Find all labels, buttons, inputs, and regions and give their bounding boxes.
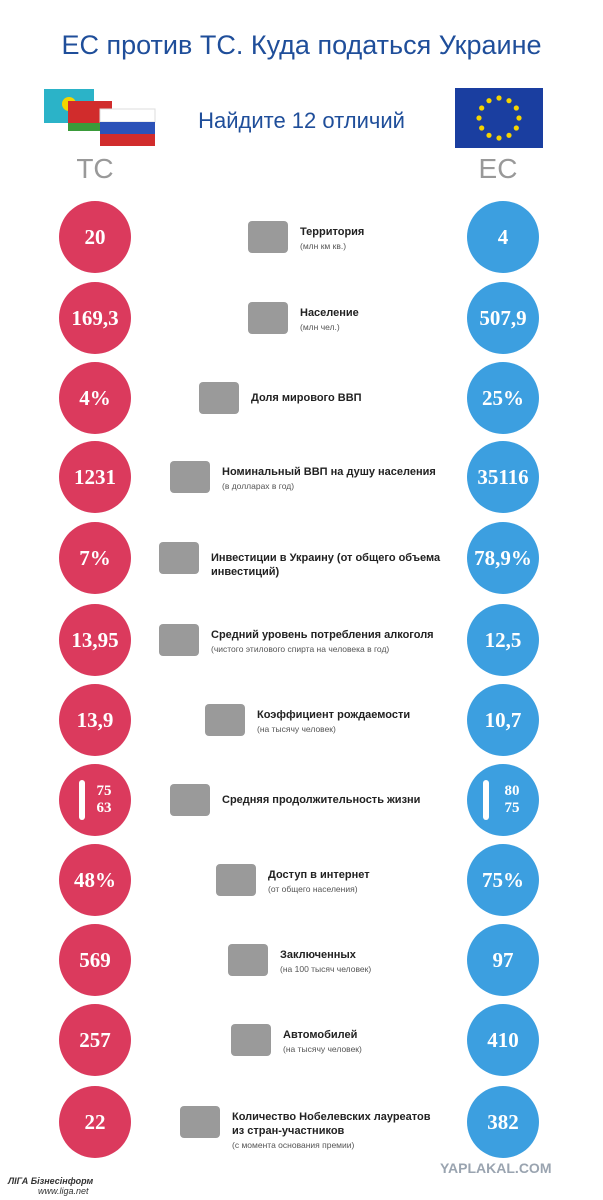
row-icon [205,704,245,736]
ts-value: 22 [59,1086,131,1158]
row-label: Инвестиции в Украину (от общего объема и… [211,552,441,578]
row-text: Номинальный ВВП на душу населения (в долл… [222,465,442,491]
ts-value: 13,9 [59,684,131,756]
row-label: Номинальный ВВП на душу населения [222,466,436,478]
row-text: Средняя продолжительность жизни [222,793,442,807]
female-value: 80 [504,783,520,799]
row-note: (на 100 тысяч человек) [280,964,372,974]
row-icon [159,542,199,574]
row-icon [231,1024,271,1056]
row-icon [180,1106,220,1138]
ts-value: 7% [59,522,131,594]
row-icon [216,864,256,896]
es-value: 4 [467,201,539,273]
row-icon [248,221,288,253]
row-note: (млн км кв.) [300,241,347,251]
source-url: www.liga.net [38,1186,89,1196]
row-text: Заключенных (на 100 тысяч человек) [280,948,460,974]
row-icon [159,624,199,656]
ts-value: 20 [59,201,131,273]
row-icon [248,302,288,334]
es-value: 382 [467,1086,539,1158]
row-text: Инвестиции в Украину (от общего объема и… [211,551,451,579]
watermark: YAPLAKAL.COM [440,1160,552,1176]
row-text: Население (млн чел.) [300,306,450,332]
row-label: Автомобилей [283,1029,358,1041]
es-value: 410 [467,1004,539,1076]
subtitle: Найдите 12 отличий [198,108,405,133]
row-note: (в долларах в год) [222,481,295,491]
life-values: 75 63 [97,783,112,817]
female-value: 75 [96,783,112,799]
row-icon [228,944,268,976]
person-icon [79,780,85,820]
row-icon [170,784,210,816]
row-note: (млн чел.) [300,322,340,332]
row-label: Коэффициент рождаемости [257,709,411,721]
row-label: Доля мирового ВВП [251,392,362,404]
ts-flags [44,89,156,146]
es-value: 80 75 [467,764,539,836]
es-value: 25% [467,362,539,434]
row-text: Коэффициент рождаемости (на тысячу челове… [257,708,457,734]
row-text: Территория (млн км кв.) [300,225,450,251]
es-value: 35116 [467,441,539,513]
row-note: (на тысячу человек) [257,724,336,734]
ts-value: 4% [59,362,131,434]
life-values: 80 75 [505,783,520,817]
row-text: Доступ в интернет (от общего населения) [268,868,448,894]
male-value: 63 [96,800,112,816]
person-icon [483,780,489,820]
row-label: Заключенных [280,949,356,961]
row-text: Доля мирового ВВП [251,391,451,405]
row-text: Автомобилей (на тысячу человек) [283,1028,463,1054]
row-note: (с момента основания премии) [232,1140,355,1150]
row-label: Территория [300,226,365,238]
ts-value: 569 [59,924,131,996]
row-label: Количество Нобелевских лауреатов из стра… [232,1111,431,1137]
ts-label: ТС [76,153,114,184]
source: ЛIГА Бізнесінформ www.liga.net [8,1176,93,1196]
male-value: 75 [504,800,520,816]
es-value: 97 [467,924,539,996]
ts-value: 169,3 [59,282,131,354]
row-label: Средняя продолжительность жизни [222,794,421,806]
row-icon [170,461,210,493]
row-label: Население [300,307,359,319]
ts-value: 75 63 [59,764,131,836]
row-text: Средний уровень потребления алкоголя (чис… [211,628,451,654]
ts-value: 257 [59,1004,131,1076]
row-label: Средний уровень потребления алкоголя [211,629,434,641]
row-label: Доступ в интернет [268,869,370,881]
row-note: (от общего населения) [268,884,358,894]
eu-flag [455,88,543,148]
ts-value: 48% [59,844,131,916]
row-note: (чистого этилового спирта на человека в … [211,644,390,654]
es-value: 10,7 [467,684,539,756]
row-icon [199,382,239,414]
es-value: 507,9 [467,282,539,354]
ts-value: 13,95 [59,604,131,676]
es-value: 78,9% [467,522,539,594]
es-value: 75% [467,844,539,916]
es-value: 12,5 [467,604,539,676]
row-text: Количество Нобелевских лауреатов из стра… [232,1110,432,1150]
title: ЕС против ТС. Куда податься Украине [61,30,542,60]
ts-value: 1231 [59,441,131,513]
es-label: ЕС [478,153,518,184]
row-note: (на тысячу человек) [283,1044,362,1054]
source-name: ЛIГА Бізнесінформ [8,1176,94,1186]
